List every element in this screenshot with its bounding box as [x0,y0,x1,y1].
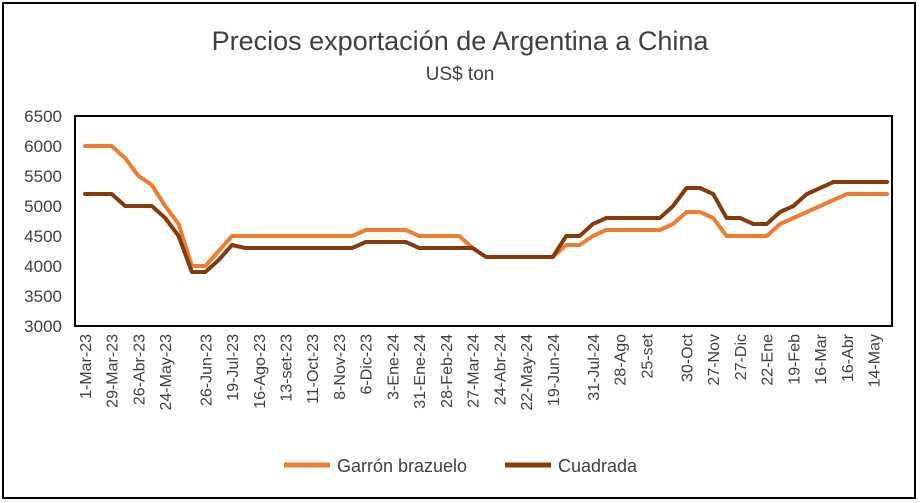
x-tick-label: 8-Nov-23 [332,334,349,400]
series-line-cuadrada [83,180,889,274]
x-tick-label: 22-May-24 [519,334,536,411]
y-axis-ticks: 3000 3500 4000 4500 5000 5500 6000 6500 [24,107,62,336]
x-tick-label: 24-May-23 [158,334,175,411]
y-tick-label: 6500 [24,107,62,126]
x-tick-label: 22-Ene [760,334,777,386]
x-tick-label: 26-Abr-23 [132,334,149,405]
y-tick-label: 6000 [24,137,62,156]
x-tick-label: 31-Jul-24 [586,334,603,401]
x-tick-label: 28-Feb-24 [439,334,456,408]
x-tick-label: 27-Dic [733,334,750,380]
x-tick-label: 24-Abr-24 [492,334,509,405]
chart-subtitle: US$ ton [426,64,495,85]
plot-area [74,115,893,327]
x-tick-label: 3-Ene-24 [385,334,402,400]
x-tick-label: 27-Nov [706,334,723,386]
series-line-garron-brazuelo [83,144,889,268]
y-tick-label: 3500 [24,287,62,306]
chart-title: Precios exportación de Argentina a China [212,26,710,56]
legend-label-garron: Garrón brazuelo [337,456,467,476]
series-lines [83,144,889,274]
x-tick-label: 28-Ago [613,334,630,386]
x-axis-ticks: 1-Mar-23 29-Mar-23 26-Abr-23 24-May-23 26-Ju… [78,333,884,410]
legend-label-cuadrada: Cuadrada [558,456,638,476]
x-tick-label: 16-Ago-23 [252,334,269,409]
y-tick-label: 5000 [24,197,62,216]
x-tick-label: 16-Abr [840,333,857,382]
x-tick-label: 19-Feb [786,334,803,385]
x-tick-label: 30-Oct [680,333,697,382]
x-tick-label: 31-Ene-24 [412,334,429,409]
x-tick-label: 6-Dic-23 [359,334,376,395]
y-tick-label: 5500 [24,167,62,186]
y-tick-label: 3000 [24,317,62,336]
x-tick-label: 13-set-23 [279,334,296,402]
x-tick-label: 16-Mar [813,333,830,384]
x-tick-label: 27-Mar-24 [466,334,483,408]
x-tick-label: 1-Mar-23 [78,334,95,399]
x-tick-label: 11-Oct-23 [305,334,322,404]
x-tick-label: 19-Jul-23 [225,334,242,401]
x-tick-label: 26-Jun-23 [198,334,215,406]
x-tick-label: 25-set [639,333,656,378]
y-tick-label: 4500 [24,227,62,246]
legend: Garrón brazuelo Cuadrada [284,456,638,476]
y-tick-label: 4000 [24,257,62,276]
x-tick-label: 29-Mar-23 [105,334,122,408]
x-tick-label: 14-May [867,334,884,387]
x-tick-label: 19-Jun-24 [546,334,563,406]
